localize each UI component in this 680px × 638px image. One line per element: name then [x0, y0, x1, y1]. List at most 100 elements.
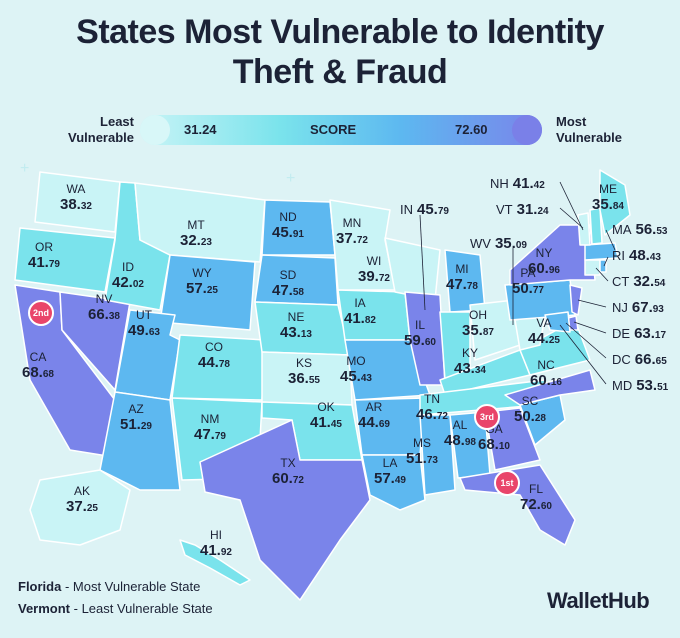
state-shape-il	[404, 291, 446, 386]
state-score-decimal: 54	[654, 278, 666, 289]
state-score-whole: 60.	[272, 470, 293, 487]
state-abbreviation: NM	[200, 412, 220, 426]
state-score-decimal: 25	[86, 503, 98, 514]
state-score: 43.34	[454, 361, 486, 378]
scale-max-value: 72.60	[455, 122, 488, 137]
state-abbreviation: CT	[612, 274, 630, 289]
state-score-decimal: 98	[464, 437, 476, 448]
state-label-ok: OK 41.45	[310, 400, 342, 432]
state-score-decimal: 32	[80, 201, 92, 212]
state-abbreviation: MS	[412, 436, 431, 450]
state-score-decimal: 16	[550, 377, 562, 388]
state-score-whole: 38.	[60, 196, 81, 213]
state-score-whole: 57.	[186, 280, 207, 297]
state-label-ks: KS 36.55	[288, 356, 320, 388]
state-score: 44.78	[198, 355, 230, 372]
state-label-or: OR 41.79	[28, 240, 60, 272]
state-abbreviation: WY	[192, 266, 212, 280]
leader-line-in	[419, 214, 426, 311]
state-abbreviation: IN	[400, 202, 413, 217]
state-score-whole: 41.	[310, 414, 331, 431]
state-label-il: IL 59.60	[404, 318, 436, 350]
state-abbreviation: MT	[187, 218, 205, 232]
state-shape-ga	[484, 407, 541, 471]
state-score-decimal: 34	[474, 365, 486, 376]
state-label-de: DE 63.17	[612, 326, 666, 343]
state-label-hi: HI 41.92	[200, 528, 232, 560]
state-score-decimal: 78	[466, 281, 478, 292]
state-score: 37.25	[66, 499, 98, 516]
state-score-decimal: 10	[498, 441, 510, 452]
sparkle-decoration: +	[615, 325, 625, 342]
state-score-decimal: 69	[378, 419, 390, 430]
state-shape-ct	[584, 259, 601, 276]
state-score: 50.77	[512, 281, 544, 298]
state-abbreviation: SD	[279, 268, 297, 282]
state-abbreviation: DC	[612, 352, 631, 367]
state-score-whole: 37.	[66, 498, 87, 515]
title-line-2: Theft & Fraud	[232, 53, 448, 91]
leader-line-ma	[605, 229, 616, 251]
state-score: 49.63	[128, 323, 160, 340]
state-score-decimal: 72	[292, 475, 304, 486]
state-abbreviation: AR	[365, 400, 383, 414]
state-abbreviation: OK	[317, 400, 335, 414]
state-label-la: LA 57.49	[374, 456, 406, 488]
state-score-decimal: 28	[534, 413, 546, 424]
state-abbreviation: AZ	[128, 402, 144, 416]
state-score-whole: 68.	[478, 436, 499, 453]
leader-line-dc	[565, 322, 607, 359]
state-shape-tx	[199, 419, 371, 601]
state-score-whole: 37.	[336, 230, 357, 247]
state-shape-ri	[599, 259, 607, 273]
state-score-decimal: 72	[378, 273, 390, 284]
state-abbreviation: ND	[279, 210, 297, 224]
state-score-decimal: 24	[537, 206, 549, 217]
state-score-whole: 47.	[446, 276, 467, 293]
state-abbreviation: CA	[29, 350, 47, 364]
state-score: 50.28	[514, 409, 546, 426]
state-score-whole: 51.	[120, 416, 141, 433]
state-score-decimal: 79	[437, 206, 449, 217]
state-score-whole: 32.	[180, 232, 201, 249]
footer-least-state: Vermont	[18, 601, 71, 616]
state-label-tn: TN 46.72	[416, 392, 448, 424]
legend-most-line-1: Most	[556, 114, 587, 129]
state-score-whole: 60.	[528, 260, 549, 277]
state-score: 41.45	[310, 415, 342, 432]
state-shape-nj	[569, 284, 583, 316]
state-score-decimal: 79	[48, 259, 60, 270]
state-score: 35.87	[462, 323, 494, 340]
state-score-decimal: 17	[654, 330, 667, 341]
state-score-decimal: 02	[132, 279, 144, 290]
state-shape-ny	[509, 224, 596, 286]
state-shape-hi	[179, 539, 251, 586]
state-score-decimal: 60	[540, 501, 552, 512]
state-shape-fl	[459, 464, 576, 546]
state-abbreviation: DE	[612, 326, 631, 341]
footer-least-text: - Least Vulnerable State	[70, 601, 213, 616]
state-score: 51.29	[120, 417, 152, 434]
state-score: 57.25	[186, 281, 218, 298]
state-label-id: ID 42.02	[112, 260, 144, 292]
map-title: States Most Vulnerable to Identity Theft…	[0, 12, 680, 92]
state-label-sc: SC 50.28	[514, 394, 546, 426]
state-abbreviation: IA	[354, 296, 366, 310]
state-abbreviation: WV	[470, 236, 491, 251]
state-abbreviation: OR	[34, 240, 53, 254]
state-score-decimal: 38	[108, 311, 120, 322]
score-scale-bar: 31.24 SCORE 72.60	[140, 115, 542, 145]
state-abbreviation: SC	[521, 394, 539, 408]
leader-line-vt	[559, 207, 584, 229]
state-label-ar: AR 44.69	[358, 400, 390, 432]
state-score: 32.23	[180, 233, 212, 250]
state-score: 56.53	[636, 221, 668, 238]
state-score-whole: 45.	[340, 368, 361, 385]
state-score: 45.79	[417, 201, 449, 218]
state-label-ct: CT 32.54	[612, 274, 665, 291]
leader-line-de	[573, 321, 607, 334]
state-score-whole: 53.	[636, 377, 658, 394]
state-score: 60.16	[530, 373, 562, 390]
state-abbreviation: NC	[537, 358, 555, 372]
state-score: 47.58	[272, 283, 304, 300]
